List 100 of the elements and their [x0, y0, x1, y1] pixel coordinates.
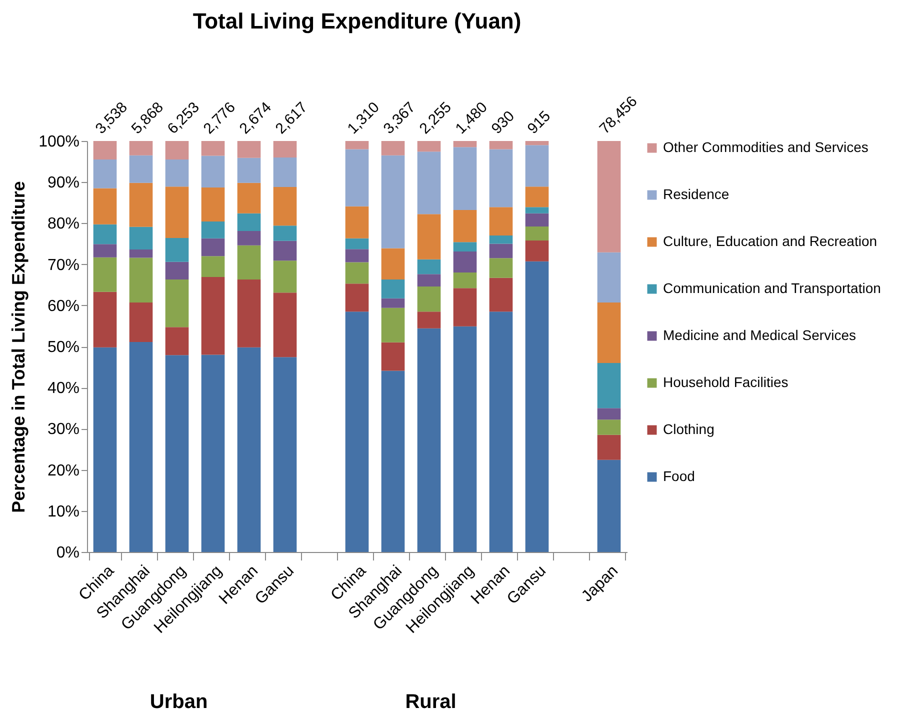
bar [345, 149, 369, 206]
bar [165, 186, 189, 238]
bar [597, 408, 621, 420]
legend-label: Residence [663, 186, 730, 202]
bar [273, 240, 297, 261]
text: Urban [150, 691, 208, 713]
bar [165, 159, 189, 187]
bar [417, 328, 441, 552]
bar [417, 312, 441, 328]
bar [345, 141, 369, 150]
legend-label: Communication and Transportation [663, 280, 881, 296]
legend-label: Household Facilities [663, 374, 788, 390]
bar [129, 182, 153, 227]
bar [489, 244, 513, 258]
bar [165, 262, 189, 280]
y-tick-label: 50% [47, 339, 80, 356]
y-tick-label: 60% [47, 298, 80, 315]
bar [93, 244, 117, 258]
bar [165, 327, 189, 356]
bar [165, 238, 189, 262]
bar [129, 155, 153, 183]
bar [237, 280, 261, 348]
bar [453, 272, 477, 288]
bar [201, 222, 225, 238]
bar [237, 231, 261, 246]
bar [129, 302, 153, 342]
bar [597, 252, 621, 303]
bar [453, 252, 477, 273]
bar [345, 262, 369, 284]
bar [381, 298, 405, 308]
bar [129, 226, 153, 250]
bar [453, 141, 477, 148]
bar [345, 238, 369, 250]
legend-label: Culture, Education and Recreation [663, 233, 878, 249]
bar [525, 261, 549, 552]
bar [129, 258, 153, 303]
bar [417, 259, 441, 274]
bar [201, 156, 225, 188]
bar [165, 355, 189, 552]
bar [93, 347, 117, 552]
bar [381, 248, 405, 280]
bar [489, 312, 513, 552]
bar [597, 420, 621, 435]
y-tick-label: 0% [56, 544, 80, 562]
bar [381, 155, 405, 248]
bar [525, 145, 549, 187]
y-tick-label: 70% [47, 256, 80, 274]
bar [597, 362, 621, 408]
bar [201, 238, 225, 256]
y-tick-label: 80% [47, 216, 80, 233]
bar [237, 141, 261, 158]
bar [489, 258, 513, 278]
bar [417, 152, 441, 214]
bar [489, 149, 513, 208]
bar [417, 274, 441, 286]
bar [489, 207, 513, 236]
bar [201, 141, 225, 156]
bar [453, 326, 477, 552]
bar [129, 141, 153, 156]
bar [453, 210, 477, 242]
bar [597, 460, 621, 552]
bar [597, 302, 621, 363]
bar [273, 260, 297, 293]
bar [273, 292, 297, 358]
bar [237, 158, 261, 183]
bar [93, 224, 117, 244]
bar [525, 207, 549, 214]
y-tick-label: 100% [38, 134, 80, 150]
bar [597, 141, 621, 252]
bar [93, 159, 117, 188]
y-axis-title: Percentage in Total Living Expenditure [8, 181, 29, 513]
bar [201, 187, 225, 222]
bar [525, 186, 549, 208]
bar [345, 312, 369, 552]
bar [345, 249, 369, 262]
bar [129, 342, 153, 552]
bar [237, 213, 261, 232]
bar [273, 187, 297, 226]
bar [489, 278, 513, 312]
bar [489, 236, 513, 244]
bar [273, 226, 297, 241]
bar [453, 147, 477, 210]
bar [453, 242, 477, 252]
legend-label: Other Commodities and Services [663, 139, 868, 155]
bar [381, 280, 405, 298]
bar [525, 226, 549, 240]
annotation: 930 [488, 108, 518, 138]
bar [237, 182, 261, 214]
bar [381, 342, 405, 371]
bar [381, 370, 405, 552]
bar [273, 157, 297, 188]
y-tick-label: 10% [47, 503, 80, 520]
bar [417, 286, 441, 312]
bar [93, 141, 117, 160]
bar [417, 141, 441, 152]
legend-label: Food [663, 468, 695, 484]
bar [489, 141, 513, 150]
bar [165, 280, 189, 328]
bar [93, 292, 117, 348]
y-tick-label: 40% [47, 380, 80, 398]
